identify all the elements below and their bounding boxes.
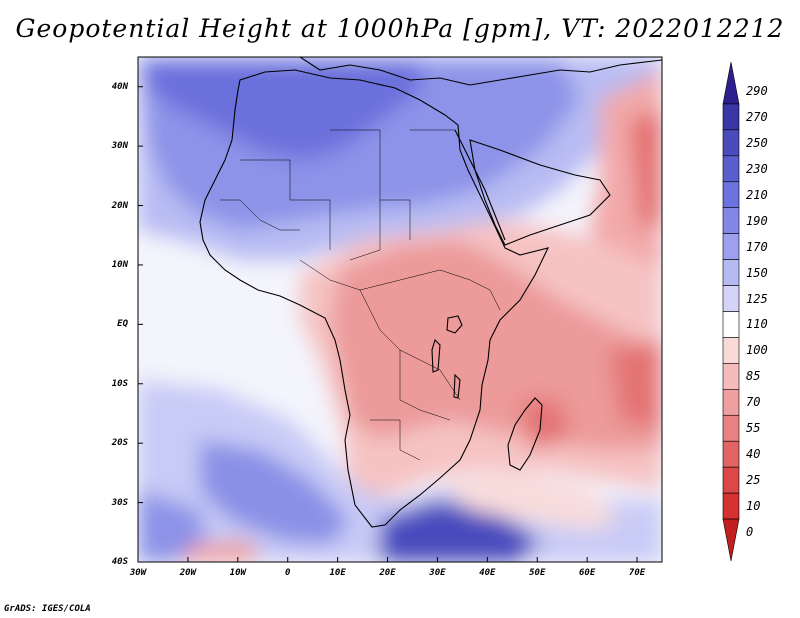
lat-tick-label: 20S xyxy=(111,438,128,449)
lat-tick-label: 30S xyxy=(111,497,128,508)
colorbar-label: 70 xyxy=(746,395,761,410)
colorbar-label: 100 xyxy=(746,343,768,358)
madagascar-coastline xyxy=(507,397,543,471)
lon-tick-label: 10W xyxy=(229,568,246,578)
red-sea xyxy=(454,129,506,241)
colorbar-label: 25 xyxy=(746,473,761,488)
colorbar-label: 110 xyxy=(746,317,768,332)
colorbar-swatch xyxy=(722,466,740,494)
colorbar-label: 55 xyxy=(746,421,761,436)
lon-tick-label: 30W xyxy=(129,568,147,578)
colorbar-swatch xyxy=(722,518,740,562)
colorbar xyxy=(722,61,740,562)
colorbar-label: 0 xyxy=(746,525,754,540)
credit-text: GrADS: IGES/COLA xyxy=(4,604,91,614)
colorbar-swatch xyxy=(722,285,740,312)
colorbar-swatch xyxy=(722,414,740,442)
map-field xyxy=(138,57,662,562)
lat-tick-label: 40N xyxy=(111,81,128,92)
colorbar-label: 210 xyxy=(746,187,768,202)
high-pressure-south-atlantic-core xyxy=(200,440,350,545)
lat-tick-label: 30N xyxy=(111,141,128,152)
lon-tick-label: 50E xyxy=(529,568,546,578)
low-pressure-southwest xyxy=(180,540,260,562)
colorbar-label: 190 xyxy=(746,213,768,228)
colorbar-label: 230 xyxy=(746,161,768,176)
colorbar-swatch xyxy=(722,440,740,468)
lake-malawi xyxy=(453,373,461,399)
colorbar-swatch xyxy=(722,492,740,520)
colorbar-label: 150 xyxy=(746,265,768,280)
colorbar-swatch xyxy=(722,363,740,390)
mediterranean-north xyxy=(299,57,662,86)
lon-tick-label: 0 xyxy=(284,568,291,578)
arabian-peninsula xyxy=(469,139,611,246)
lon-tick-label: 40E xyxy=(479,568,496,578)
low-pressure-middle-east-core xyxy=(630,110,662,230)
colorbar-label: 250 xyxy=(746,135,768,150)
colorbar-label: 290 xyxy=(746,83,768,98)
axis-ticks xyxy=(137,86,638,563)
lon-tick-label: 60E xyxy=(579,568,596,578)
lat-tick-label: 10N xyxy=(111,259,128,270)
lake-tanganyika xyxy=(431,338,441,373)
colorbar-label: 270 xyxy=(746,109,768,124)
colorbar-swatch xyxy=(722,155,740,183)
colorbar-swatch xyxy=(722,129,740,157)
colorbar-swatch xyxy=(722,61,740,105)
lat-tick-label: 10S xyxy=(111,378,128,389)
colorbar-label: 85 xyxy=(746,369,761,384)
colorbar-label: 170 xyxy=(746,239,768,254)
country-borders xyxy=(220,129,501,461)
africa-coastline xyxy=(199,69,550,528)
lat-tick-label: 20N xyxy=(111,200,128,211)
lon-tick-label: 20W xyxy=(179,568,197,578)
colorbar-label: 125 xyxy=(746,291,768,306)
lat-tick-label: EQ xyxy=(117,319,128,330)
low-pressure-indian-ocean xyxy=(610,340,662,430)
high-pressure-southwest xyxy=(138,490,210,562)
chart-title: Geopotential Height at 1000hPa [gpm], VT… xyxy=(15,14,785,43)
high-pressure-north-max xyxy=(140,60,420,160)
low-pressure-central-africa-core xyxy=(330,240,662,450)
lon-tick-label: 20E xyxy=(379,568,396,578)
lon-tick-label: 30E xyxy=(429,568,446,578)
colorbar-swatch xyxy=(722,337,740,364)
lake-victoria xyxy=(446,315,463,334)
lat-tick-label: 40S xyxy=(111,557,128,567)
low-pressure-madagascar xyxy=(520,400,570,450)
colorbar-label: 10 xyxy=(746,499,761,514)
lon-tick-label: 70E xyxy=(628,568,646,578)
lon-tick-label: 10E xyxy=(329,568,346,578)
colorbar-swatch xyxy=(722,389,740,416)
colorbar-label: 40 xyxy=(746,447,761,462)
colorbar-swatch xyxy=(722,311,740,338)
colorbar-swatch xyxy=(722,233,740,260)
low-pressure-south-atlantic xyxy=(440,470,620,530)
coastlines xyxy=(199,57,662,528)
colorbar-swatch xyxy=(722,207,740,234)
colorbar-swatch xyxy=(722,103,740,131)
colorbar-swatch xyxy=(722,181,740,209)
map-frame xyxy=(137,56,663,563)
colorbar-swatch xyxy=(722,259,740,286)
